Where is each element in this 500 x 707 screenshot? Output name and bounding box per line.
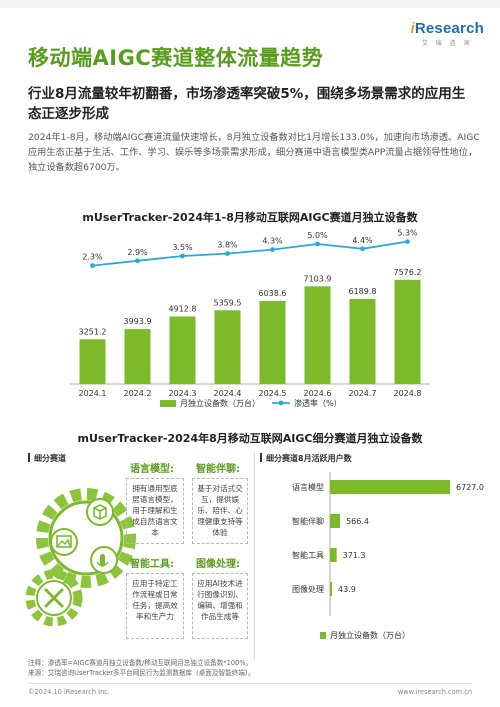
x-tick-label: 2024.8 bbox=[394, 389, 422, 398]
category-smart-tools: 智能工具: bbox=[130, 555, 174, 570]
iresearch-logo: iResearch 艾 瑞 咨 询 bbox=[410, 20, 484, 47]
top-bar bbox=[0, 0, 500, 8]
bar-value-label: 6189.8 bbox=[349, 287, 377, 296]
left-panel-header-text: 细分赛道 bbox=[34, 454, 66, 463]
bar-2024.5 bbox=[259, 300, 286, 384]
bar-图像处理 bbox=[330, 582, 332, 596]
penetration-label: 3.8% bbox=[217, 241, 238, 250]
footnote: 注释：渗透率=AIGC赛道月独立设备数/移动互联网月总独立设备数*100%。 来… bbox=[28, 658, 478, 678]
penetration-point bbox=[180, 253, 185, 259]
chart2-title: mUserTracker-2024年8月移动互联网AIGC细分赛道月独立设备数 bbox=[77, 432, 423, 445]
bar-智能工具 bbox=[330, 548, 337, 562]
category-language-model: 语言模型: bbox=[130, 460, 174, 475]
x-tick-label: 2024.1 bbox=[79, 389, 107, 398]
legend-bar-swatch bbox=[160, 400, 176, 407]
bar-value-label: 6727.0 bbox=[456, 483, 484, 492]
logo-i: i bbox=[410, 20, 415, 37]
category-title: 智能工具: bbox=[130, 559, 174, 570]
intro-paragraph: 2024年1-8月，移动端AIGC赛道流量快速增长，8月独立设备数对比1月增长1… bbox=[28, 132, 480, 173]
bar-value-label: 7103.9 bbox=[304, 274, 332, 283]
legend-line-label: 渗透率（%） bbox=[294, 398, 342, 408]
penetration-label: 4.4% bbox=[352, 236, 373, 245]
bar-value-label: 7576.2 bbox=[394, 268, 422, 277]
footnote-line-1: 注释：渗透率=AIGC赛道月独立设备数/移动互联网月总独立设备数*100%。 bbox=[28, 659, 253, 667]
footnote-line-2: 来源：艾瑞咨询UserTracker多平台网民行为监测数据库（桌面及智能终端）。 bbox=[28, 669, 255, 677]
chart1-title: mUserTracker-2024年1-8月移动互联网AIGC赛道月独立设备数 bbox=[82, 211, 418, 224]
category-desc: 基于对话式交互，提供娱乐、陪伴、心理健康支持等体验 bbox=[192, 478, 248, 544]
x-tick-label: 2024.5 bbox=[259, 389, 287, 398]
legend-label: 月独立设备数（万台） bbox=[330, 630, 410, 640]
image-icon bbox=[50, 528, 78, 556]
penetration-label: 5.3% bbox=[397, 229, 418, 238]
penetration-point bbox=[135, 258, 140, 264]
bar-value-label: 3251.2 bbox=[79, 327, 107, 336]
bar-value-label: 371.3 bbox=[343, 551, 366, 560]
footer-copyright: ©2024.10 iResearch Inc. bbox=[28, 688, 110, 696]
penetration-label: 2.9% bbox=[127, 248, 148, 257]
y-tick-label: 智能工具 bbox=[292, 550, 324, 560]
bar-value-label: 4912.8 bbox=[169, 304, 197, 313]
penetration-label: 2.3% bbox=[82, 253, 103, 262]
bar-value-label: 43.9 bbox=[338, 585, 356, 594]
bar-value-label: 5359.5 bbox=[214, 298, 242, 307]
sound-icon bbox=[90, 546, 118, 574]
penetration-label: 5.0% bbox=[307, 231, 328, 240]
category-title: 图像处理: bbox=[196, 559, 240, 570]
bar-2024.2 bbox=[124, 329, 151, 384]
penetration-point bbox=[405, 239, 410, 244]
bar-2024.3 bbox=[169, 316, 196, 384]
logo-subtext: 艾 瑞 咨 询 bbox=[421, 40, 473, 47]
category-desc: 应用于特定工作流程或日常任务，提高效率和生产力 bbox=[126, 573, 184, 639]
panel-divider bbox=[254, 452, 255, 660]
bar-value-label: 3993.9 bbox=[124, 317, 152, 326]
legend-line-marker bbox=[278, 400, 284, 406]
bar-智能伴聊 bbox=[330, 514, 341, 528]
penetration-point bbox=[270, 247, 275, 252]
gear-illustration bbox=[25, 488, 136, 627]
category-desc: 拥有通用型底层语言模型，用于理解和生成自然语言文本 bbox=[126, 478, 184, 544]
x-tick-label: 2024.6 bbox=[304, 389, 332, 398]
bar-value-label: 566.4 bbox=[346, 517, 369, 526]
bar-2024.6 bbox=[304, 286, 331, 384]
bar-value-label: 6038.6 bbox=[259, 289, 287, 298]
left-panel-header: 细分赛道 bbox=[28, 453, 66, 464]
category-desc: 应用AI技术进行图像识别、编辑、增强和作品生成等 bbox=[192, 573, 248, 639]
bar-2024.8 bbox=[394, 279, 421, 384]
penetration-line bbox=[92, 240, 408, 267]
category-title: 智能伴聊: bbox=[196, 464, 240, 475]
x-tick-label: 2024.7 bbox=[349, 389, 377, 398]
gear-small-icon bbox=[25, 569, 83, 627]
bar-语言模型 bbox=[330, 480, 450, 494]
y-tick-label: 智能伴聊 bbox=[292, 516, 324, 526]
bar-2024.1 bbox=[79, 339, 106, 384]
x-tick-label: 2024.3 bbox=[169, 389, 197, 398]
x-tick-label: 2024.4 bbox=[214, 389, 242, 398]
right-panel-header: 细分赛道8月活跃用户数 bbox=[260, 453, 352, 464]
category-chat-companion: 智能伴聊: bbox=[196, 460, 240, 475]
y-tick-label: 语言模型 bbox=[292, 482, 324, 492]
penetration-point bbox=[315, 241, 320, 247]
monthly-devices-chart: 3251.2 2024.1 3993.9 2024.2 4912.8 2024.3 5359… bbox=[70, 229, 430, 408]
page-subtitle: 行业8月流量较年初翻番，市场渗透率突破5%，围绕多场景需求的应用生态正逐步形成 bbox=[28, 86, 466, 122]
penetration-point bbox=[90, 263, 95, 268]
page-title: 移动端AIGC赛道整体流量趋势 bbox=[28, 46, 324, 70]
footer-url: www.iresearch.com.cn bbox=[397, 688, 472, 696]
category-image-processing: 图像处理: bbox=[196, 555, 240, 570]
bar-2024.4 bbox=[214, 310, 241, 384]
segment-devices-chart: 语言模型 6727.0 智能伴聊 566.4 智能工具 371.3 图像处理 43.9 月独立设… bbox=[292, 472, 484, 640]
logo-text: Research bbox=[414, 20, 484, 37]
penetration-point bbox=[360, 246, 365, 252]
penetration-label: 4.3% bbox=[262, 237, 283, 246]
y-tick-label: 图像处理 bbox=[292, 584, 324, 594]
penetration-point bbox=[225, 251, 230, 256]
footer-divider bbox=[28, 683, 472, 684]
box-icon bbox=[86, 498, 114, 526]
x-tick-label: 2024.2 bbox=[124, 389, 152, 398]
legend-bar-label: 月独立设备数（万台） bbox=[180, 398, 260, 408]
bar-2024.7 bbox=[349, 298, 376, 384]
legend-swatch bbox=[320, 632, 326, 639]
right-panel-header-text: 细分赛道8月活跃用户数 bbox=[266, 454, 352, 463]
category-title: 语言模型: bbox=[130, 464, 174, 475]
penetration-label: 3.5% bbox=[172, 243, 193, 252]
